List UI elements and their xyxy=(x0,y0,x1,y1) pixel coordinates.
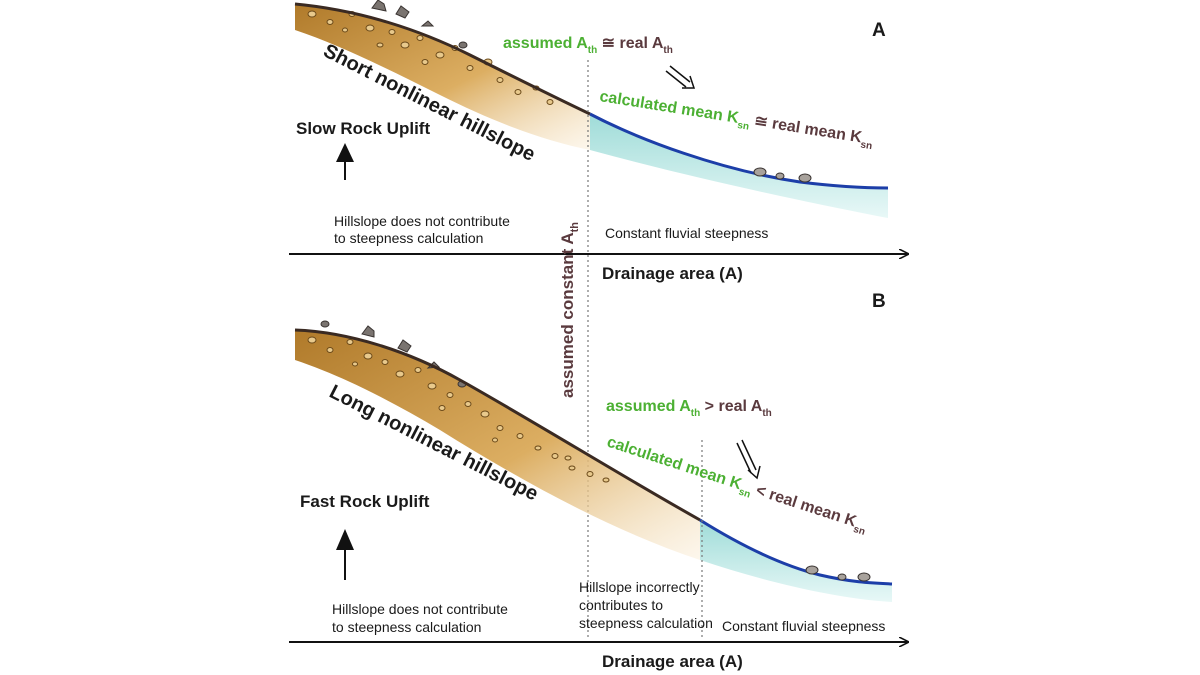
panel-b-soil-pebbles xyxy=(307,336,610,483)
panel-a-hillslope-note-line1: Hillslope does not contribute xyxy=(334,213,510,229)
panel-b-hillslope-note-line2: to steepness calculation xyxy=(332,619,481,635)
panel-b-incorrect-note-line2: contributes to xyxy=(579,597,663,613)
panel-b-hillslope-soil xyxy=(295,330,700,560)
panel-a-axis-label: Drainage area (A) xyxy=(602,264,743,283)
panel-a-assumed-equation: assumed Ath ≅ real Ath xyxy=(503,35,673,56)
panel-b-uplift-arrow-head xyxy=(336,529,354,550)
panel-b-channel-water xyxy=(700,520,892,602)
panel-a-letter: A xyxy=(872,20,886,41)
panel-b-assumed-equation: assumed Ath > real Ath xyxy=(606,398,772,419)
panel-b-implies-arrow xyxy=(736,439,761,480)
panel-b-fluvial-note: Constant fluvial steepness xyxy=(722,618,885,634)
assumed-threshold-label: assumed constant Ath xyxy=(558,222,581,398)
panel-b-incorrect-note-line3: steepness calculation xyxy=(579,615,713,631)
panel-a-hillslope-note-line2: to steepness calculation xyxy=(334,230,483,246)
panel-a-hillslope-soil xyxy=(295,4,590,150)
panel-a-implies-arrow xyxy=(665,65,696,89)
panel-a-surface-rocks xyxy=(371,0,468,49)
panel-b-letter: B xyxy=(872,291,886,312)
panel-b-hillslope-profile xyxy=(294,328,701,522)
panel-a-channel-water xyxy=(590,114,888,218)
panel-b-axis-label: Drainage area (A) xyxy=(602,652,743,671)
panel-b-uplift-label: Fast Rock Uplift xyxy=(300,492,430,511)
panel-b-incorrect-note-line1: Hillslope incorrectly xyxy=(579,579,700,595)
panel-a-fluvial-note: Constant fluvial steepness xyxy=(605,225,768,241)
panel-a: A xyxy=(289,0,908,283)
panel-b: B xyxy=(289,291,908,671)
panel-b-surface-rocks xyxy=(320,320,467,388)
panel-a-soil-pebbles xyxy=(307,10,554,105)
panel-a-uplift-arrow-head xyxy=(336,143,354,162)
panel-b-hillslope-note-line1: Hillslope does not contribute xyxy=(332,601,508,617)
panel-a-channel-boulders xyxy=(753,167,812,183)
panel-b-channel-boulders xyxy=(805,565,871,582)
panel-a-hillslope-profile xyxy=(294,2,591,116)
panel-a-uplift-label: Slow Rock Uplift xyxy=(296,119,430,138)
